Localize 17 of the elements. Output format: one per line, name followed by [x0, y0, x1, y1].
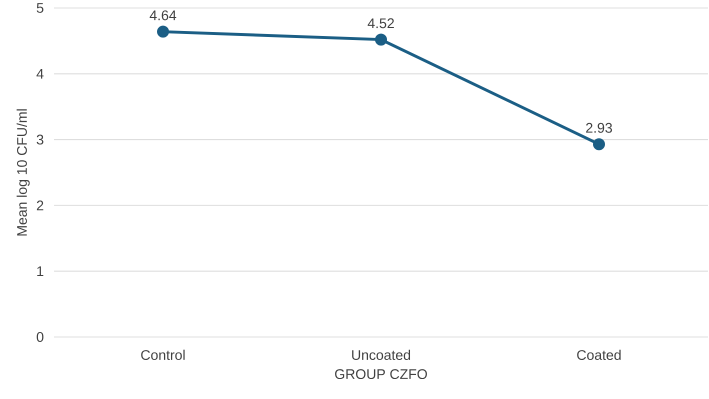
- y-tick-label: 4: [36, 68, 44, 79]
- y-tick-label: 2: [36, 200, 44, 210]
- data-label: 4.52: [368, 18, 394, 28]
- y-tick-label: 1: [37, 266, 44, 276]
- data-label: 2.93: [586, 122, 612, 133]
- point: [157, 26, 170, 38]
- y-tick-label: 0: [36, 332, 44, 342]
- data-label: 4.64: [150, 10, 176, 20]
- point: [375, 34, 388, 46]
- x-axis-title: GROUP CZFO: [335, 369, 427, 380]
- x-tick-label: Coated: [577, 350, 621, 360]
- x-tick-label: Uncoated: [352, 350, 410, 360]
- x-tick-label: Control: [141, 350, 185, 360]
- point: [592, 138, 606, 150]
- y-tick-label: 5: [36, 3, 44, 13]
- y-tick-label: 3: [36, 134, 44, 145]
- y-axis-title: Mean log 10 CFU/ml: [16, 109, 30, 236]
